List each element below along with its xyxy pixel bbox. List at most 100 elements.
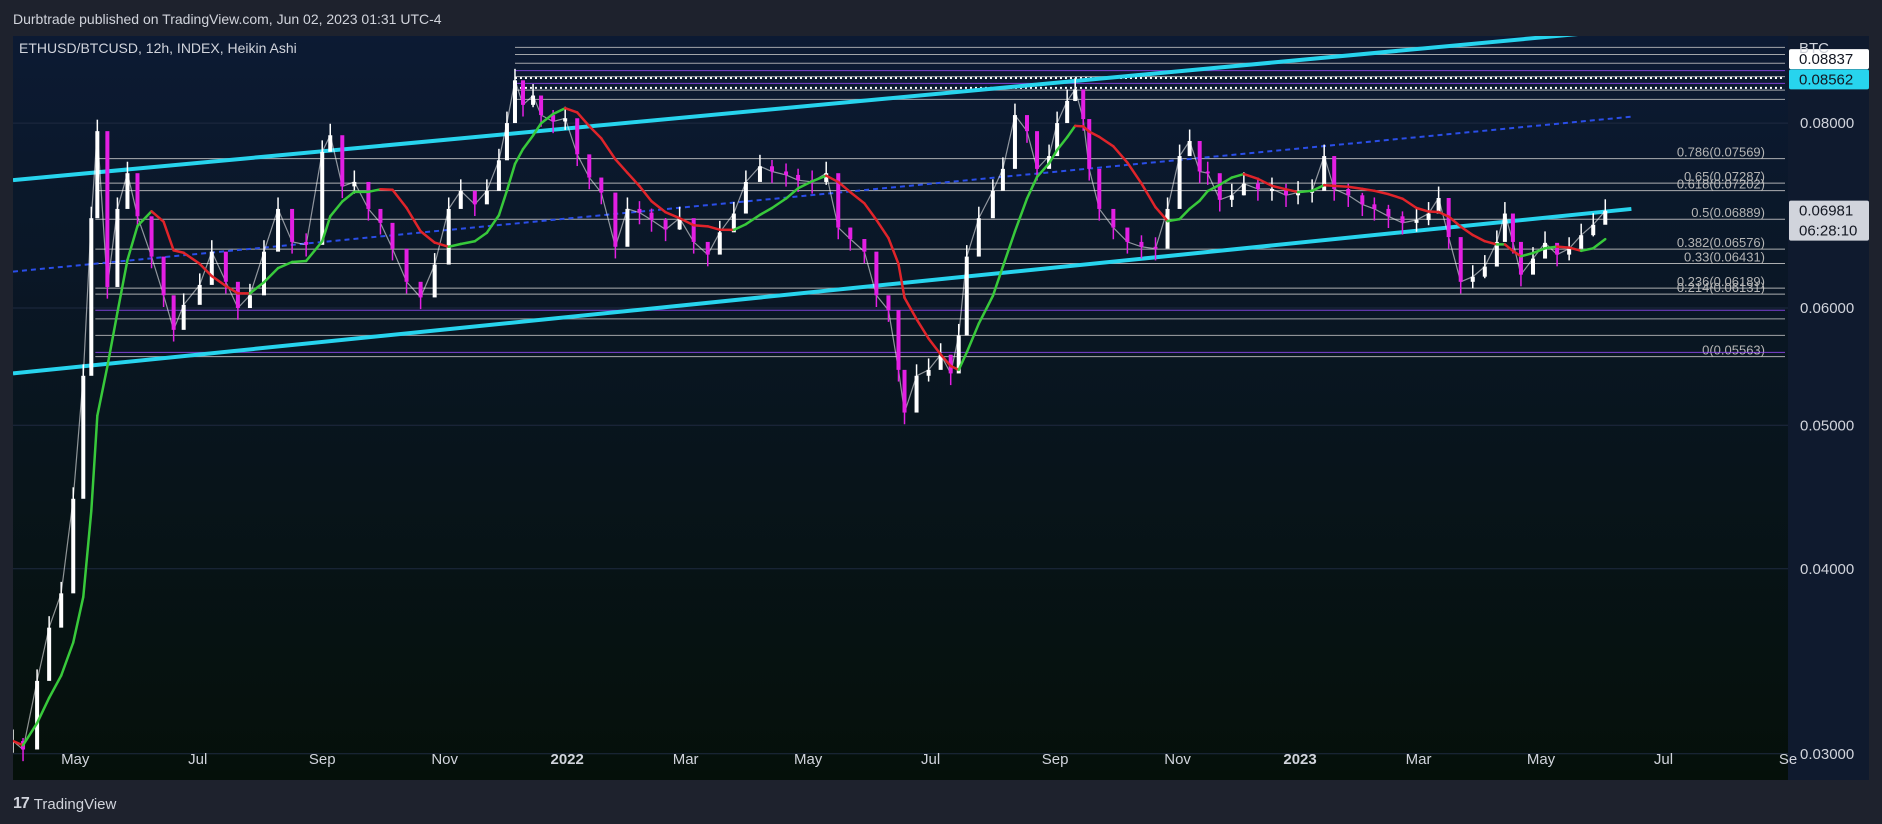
tradingview-logo-icon: 17 xyxy=(13,795,30,812)
y-tick-label: 0.05000 xyxy=(1800,417,1854,434)
candle-body xyxy=(261,251,266,296)
y-tick-label: 0.03000 xyxy=(1800,746,1854,763)
moving-average-segment xyxy=(732,222,748,232)
moving-average-segment xyxy=(1140,182,1157,209)
moving-average-segment xyxy=(1296,189,1314,194)
moving-average-segment xyxy=(915,317,930,340)
candle-body xyxy=(1414,220,1419,223)
moving-average-segment xyxy=(198,262,214,278)
candle-body xyxy=(1346,189,1351,196)
moving-average-segment xyxy=(692,224,709,228)
candle-body xyxy=(938,354,943,370)
candle-body xyxy=(1087,119,1092,169)
moving-average-segment xyxy=(614,158,629,175)
candle-body xyxy=(125,173,130,209)
candle-body xyxy=(637,208,642,213)
moving-average-segment xyxy=(1154,205,1169,223)
candle-body xyxy=(1530,258,1535,275)
candle-body xyxy=(976,218,981,257)
moving-average-segment xyxy=(1270,184,1288,191)
moving-average-segment xyxy=(1047,148,1059,165)
fib-level-label: 0(0.05563) xyxy=(1702,343,1765,358)
fib-level-label: 0.65(0.07287) xyxy=(1684,169,1765,184)
moving-average-segment xyxy=(1055,135,1069,152)
moving-average-segment xyxy=(1555,245,1571,249)
price-chart[interactable]: 0(0.05563)0.214(0.06131)0.236(0.06189)0.… xyxy=(11,27,1871,781)
moving-average-segment xyxy=(1230,172,1246,179)
chart-frame[interactable]: 0(0.05563) 0.214(0.06131) 0.236(0.06189) 0.… xyxy=(11,27,1871,781)
moving-average-segment xyxy=(433,241,450,249)
moving-average-segment xyxy=(11,739,25,747)
moving-average-segment xyxy=(1471,233,1487,243)
moving-average-segment xyxy=(513,147,525,166)
candle-body xyxy=(1024,115,1029,132)
moving-average-segment xyxy=(21,721,39,747)
moving-average-segment xyxy=(1284,188,1300,194)
moving-average-segment xyxy=(1310,183,1326,193)
x-tick-label: May xyxy=(61,751,90,768)
candle-body xyxy=(784,171,789,175)
candle-body xyxy=(1055,123,1060,157)
candle-body xyxy=(613,192,618,247)
candle-body xyxy=(458,190,463,209)
candle-body xyxy=(1073,89,1078,101)
candle-body xyxy=(1229,195,1234,200)
moving-average-segment xyxy=(419,229,436,244)
moving-average-segment xyxy=(1242,172,1260,181)
candle-body xyxy=(304,241,309,245)
candle-body xyxy=(1035,131,1040,169)
moving-average-segment xyxy=(1567,246,1583,253)
candle-body xyxy=(1470,276,1475,282)
channel-line-lower xyxy=(12,206,1632,376)
moving-average-segment xyxy=(59,641,75,677)
candle-body xyxy=(378,208,383,223)
candle-body xyxy=(404,248,409,282)
moving-average-segment xyxy=(600,137,617,161)
moving-average-segment xyxy=(1001,230,1017,268)
candle-body xyxy=(1426,213,1431,221)
moving-average-segment xyxy=(706,225,722,231)
candle-body xyxy=(1567,248,1572,255)
candle-body xyxy=(484,190,489,205)
price-label-white xyxy=(1789,49,1869,70)
candle-body xyxy=(181,304,186,330)
publish-header: Durbtrade published on TradingView.com, … xyxy=(0,0,1882,36)
chart-title: ETHUSD/BTCUSD, 12h, INDEX, Heikin Ashi xyxy=(19,40,297,56)
candle-body xyxy=(149,216,154,257)
moving-average-segment xyxy=(939,353,952,368)
moving-average-segment xyxy=(248,280,266,295)
moving-average-segment xyxy=(1361,187,1376,193)
moving-average-segment xyxy=(588,124,603,140)
candle-body xyxy=(47,627,52,681)
candle-body xyxy=(1012,115,1017,169)
moving-average-segment xyxy=(1025,175,1039,200)
x-tick-label: Nov xyxy=(431,751,458,768)
candle-body xyxy=(35,680,40,750)
moving-average-segment xyxy=(1065,124,1077,139)
candle-body xyxy=(1197,140,1202,172)
moving-average-segment xyxy=(770,197,788,210)
candle-body xyxy=(1332,156,1337,190)
moving-average-segment xyxy=(1373,189,1390,196)
candle-body xyxy=(874,251,879,296)
moving-average-segment xyxy=(1347,185,1364,191)
moving-average-segment xyxy=(744,213,762,226)
footer-brand[interactable]: 17 TradingView xyxy=(13,792,116,816)
candle-body xyxy=(418,281,423,298)
moving-average-segment xyxy=(824,174,840,184)
moving-average-segment xyxy=(304,240,324,263)
candle-body xyxy=(575,118,580,155)
candle-body xyxy=(1372,204,1377,209)
moving-average-segment xyxy=(1511,249,1523,258)
moving-average-segment xyxy=(1437,210,1450,218)
moving-average-segment xyxy=(150,210,165,223)
candle-body xyxy=(1360,195,1365,205)
moving-average-segment xyxy=(210,274,228,288)
moving-average-segment xyxy=(965,322,981,354)
candle-body xyxy=(896,310,901,370)
fib-level-label: 0.786(0.07569) xyxy=(1677,145,1765,160)
moving-average-segment xyxy=(1483,239,1499,246)
moving-average-segment xyxy=(341,190,356,203)
candle-body xyxy=(1555,242,1560,255)
moving-average-segment xyxy=(1543,245,1559,250)
